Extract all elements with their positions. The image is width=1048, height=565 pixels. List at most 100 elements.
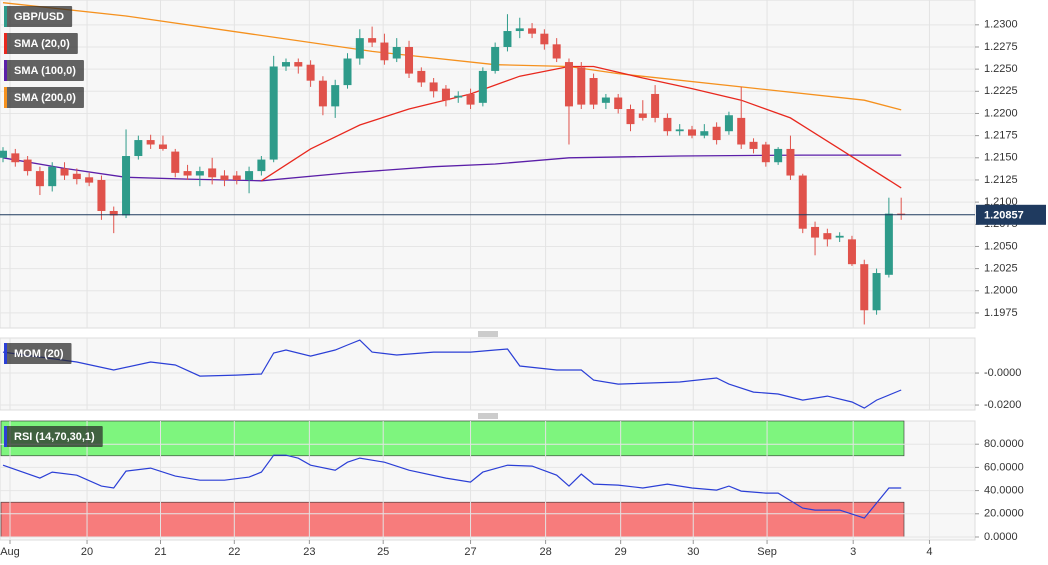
legend-box [4,87,84,108]
y-tick-label: -0.0000 [984,367,1021,379]
legend-box [4,6,73,27]
y-tick-label: 1.2000 [984,285,1018,297]
candle-body [897,213,906,215]
candle-body [331,85,340,107]
legend-label: SMA (200,0) [14,92,76,104]
y-tick-label: 1.2025 [984,263,1018,275]
candle-body [355,38,364,59]
candle-body [564,62,573,107]
y-tick-label: 40.0000 [984,484,1024,496]
candle-body [392,46,401,59]
x-tick-label: 4 [926,546,932,558]
candle-body [466,93,475,105]
candle-body [540,33,549,45]
candle-body [614,97,623,110]
candle-body [847,239,856,265]
indicator-line [2,339,902,409]
candle-body [589,78,598,105]
candle-body [503,31,512,47]
candle-body [651,93,660,118]
legend-entry: SMA (100,0) [4,60,84,81]
candle-body [872,273,881,311]
legend-entry: SMA (20,0) [4,33,78,54]
legend-swatch [4,426,7,447]
candle-body [761,144,770,163]
candle-body [405,46,414,74]
candle-body [97,179,106,211]
candle-body [663,117,672,132]
legend-entry: MOM (20) [4,343,72,364]
candle-body [35,171,44,187]
candle-body [134,140,143,157]
candle-body [343,58,352,86]
candle-body [122,156,131,216]
legend-entry: GBP/USD [4,6,73,27]
x-tick-label: 22 [228,546,240,558]
y-tick-label: 1.2200 [984,107,1018,119]
candle-body [0,150,8,158]
sma-line [2,2,902,111]
candle-body [257,159,266,172]
candle-body [811,226,820,238]
candle-body [798,175,807,229]
candle-body [515,28,524,32]
candle-body [23,159,32,172]
panel-handle[interactable] [478,331,498,337]
candle-body [183,171,192,176]
candle-body [48,166,57,187]
candle-body [232,175,241,180]
legend-label: SMA (100,0) [14,65,76,77]
candle-body [638,113,647,118]
candle-body [552,44,561,59]
y-tick-label: 1.2125 [984,174,1018,186]
candle-body [195,171,204,176]
indicator-line [2,454,902,519]
candle-body [700,131,709,136]
y-tick-label: 1.2175 [984,130,1018,142]
candle-body [318,80,327,107]
candle-body [269,66,278,160]
candle-body [417,70,426,83]
legend-box [4,60,84,81]
x-tick-label: 29 [615,546,627,558]
candle-body [220,175,229,180]
x-tick-label: 20 [81,546,93,558]
candle-body [884,213,893,275]
candle-body [577,67,586,105]
last-price-label: 1.20857 [984,210,1024,222]
candle-body [72,173,81,180]
candle-body [171,151,180,173]
y-tick-label: 1.2150 [984,152,1018,164]
rsi-band [0,420,905,457]
y-tick-label: -0.0200 [984,399,1021,411]
legend-entry: SMA (200,0) [4,87,84,108]
legend-label: GBP/USD [14,11,64,23]
candle-body [429,82,438,92]
candle-body [478,70,487,103]
y-tick-label: 60.0000 [984,461,1024,473]
candle-body [368,38,377,43]
candle-body [626,109,635,125]
x-tick-label: 27 [464,546,476,558]
y-tick-label: 0.0000 [984,531,1018,543]
x-tick-label: Aug [0,546,20,558]
y-tick-label: 80.0000 [984,438,1024,450]
y-tick-label: 20.0000 [984,508,1024,520]
x-tick-label: 30 [687,546,699,558]
x-tick-label: 3 [850,546,856,558]
candle-body [688,129,697,136]
candle-body [491,46,500,71]
legend-swatch [4,60,7,81]
legend-entry: RSI (14,70,30,1) [4,426,103,447]
candle-body [109,210,118,216]
candle-body [675,129,684,132]
legend-label: MOM (20) [14,348,64,360]
y-tick-label: 1.2050 [984,240,1018,252]
legend-label: RSI (14,70,30,1) [14,431,95,443]
legend-swatch [4,87,7,108]
legend-box [4,426,103,447]
sma-line [2,154,902,182]
legend-box [4,33,78,54]
panel-handle[interactable] [478,413,498,419]
